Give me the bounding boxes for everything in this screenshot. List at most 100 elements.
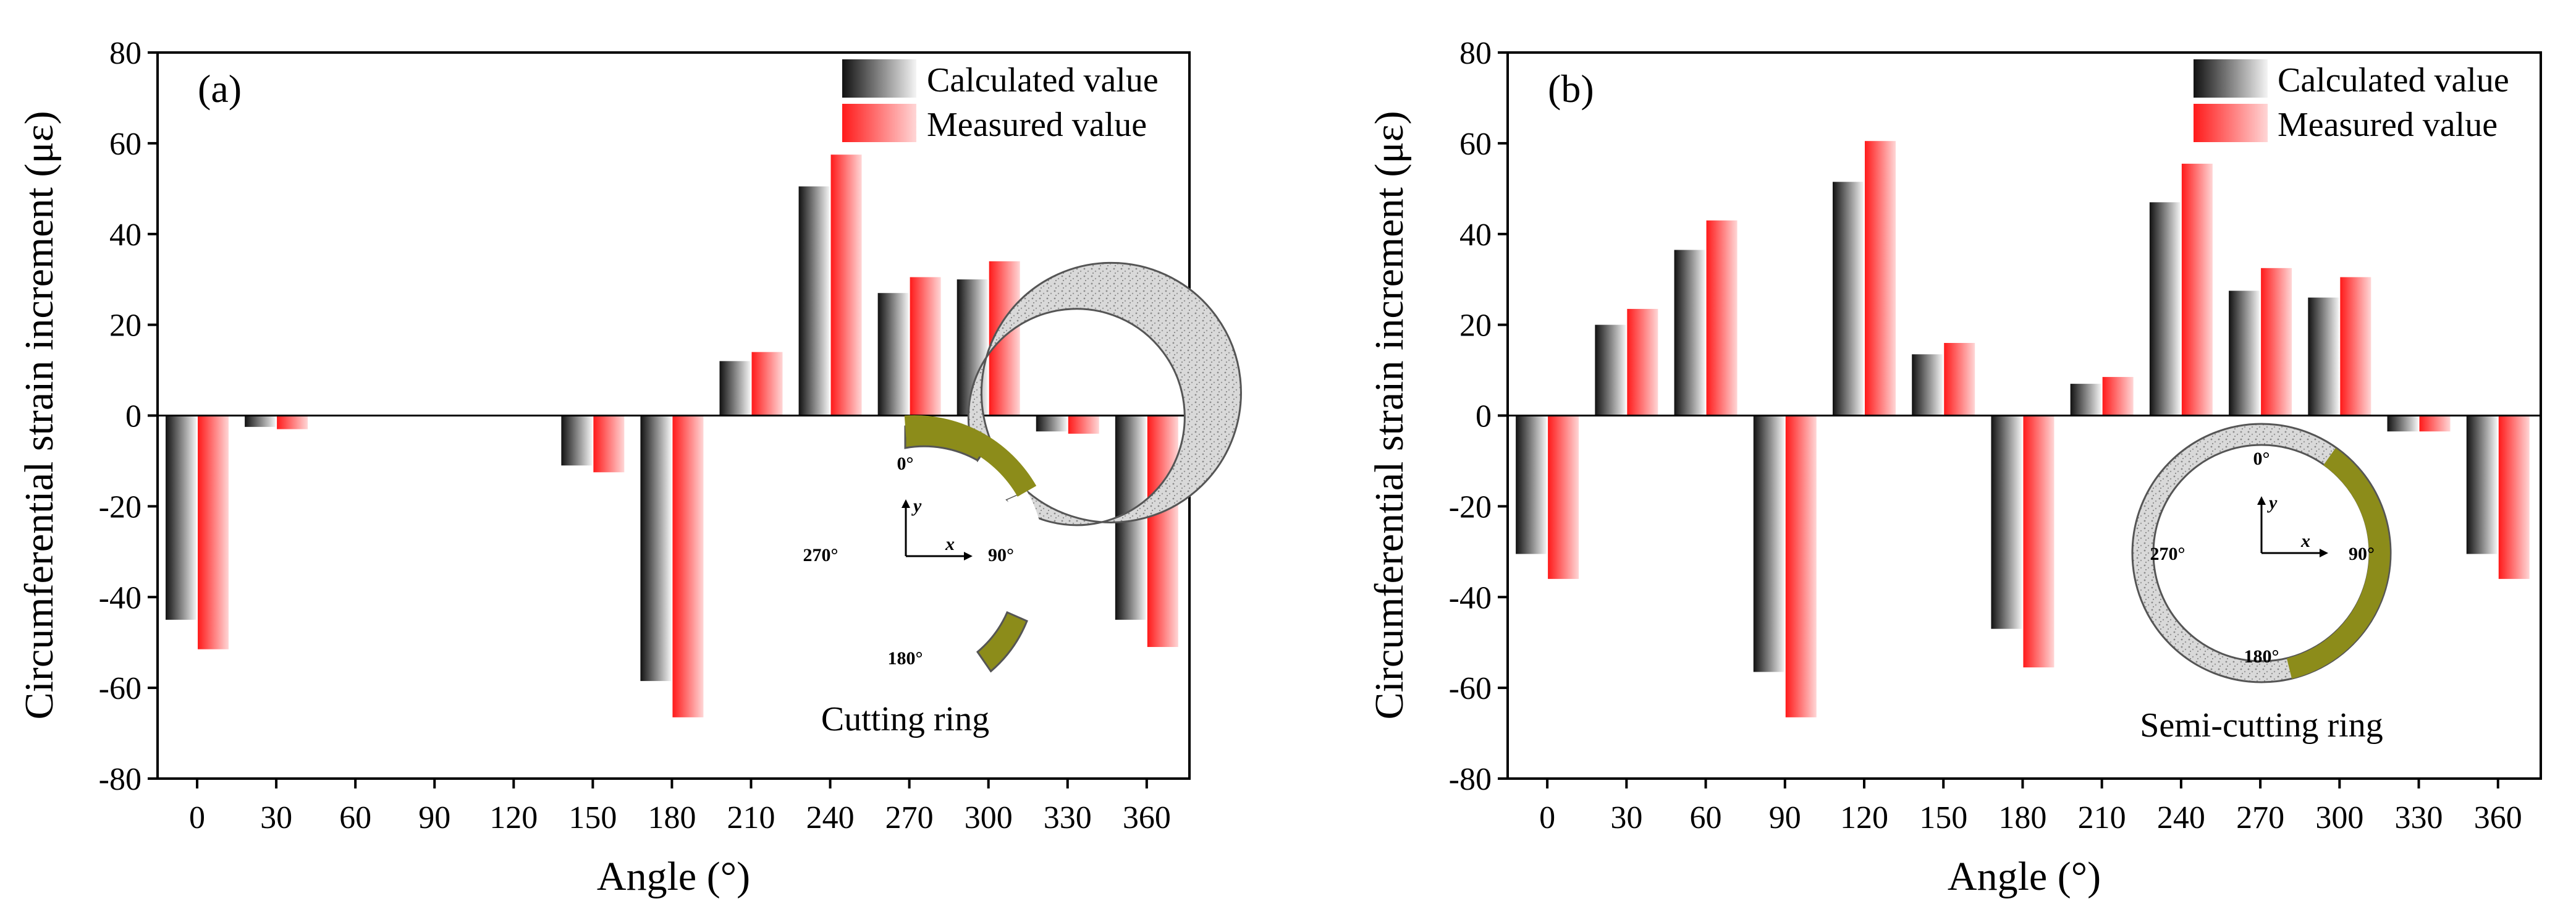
- inset-semi-cutting-ring: x y 0° 90° 180° 270° Semi-cutting ring: [2131, 423, 2392, 745]
- bar-measured-30: [277, 415, 308, 429]
- x-tick-label: 300: [965, 800, 1013, 835]
- x-tick-label: 270: [2236, 800, 2284, 835]
- y-tick-label: 40: [1459, 218, 1492, 253]
- y-tick-label: 20: [1459, 308, 1492, 344]
- inset-title: Cutting ring: [821, 700, 989, 738]
- bar-group: [1516, 141, 2530, 717]
- bar-calculated-210: [2070, 384, 2101, 416]
- y-tick-label: -80: [1449, 762, 1492, 797]
- y-tick-label: 80: [1459, 36, 1492, 71]
- y-ticks: -80 -60 -40 -20 0 20 40 60 80: [1449, 36, 1508, 797]
- x-tick-label: 30: [1610, 800, 1642, 835]
- x-tick-label: 240: [806, 800, 855, 835]
- chart-panel-b: -80 -60 -40 -20 0 20 40 60 80 0 30 60 90 120 150 180 21…: [1367, 36, 2542, 899]
- bar-calculated-240: [798, 186, 830, 416]
- inset-label-90: 90°: [2349, 544, 2375, 564]
- y-tick-label: 20: [109, 308, 141, 344]
- x-tick-label: 150: [1919, 800, 1967, 835]
- ring-steel-segment: [2286, 448, 2390, 679]
- bar-calculated-0: [166, 415, 197, 620]
- y-tick-label: 0: [125, 399, 141, 434]
- bar-calculated-240: [2149, 202, 2181, 416]
- ring-steel-segment-lower: [976, 611, 1028, 673]
- bar-measured-180: [2023, 415, 2054, 668]
- legend: Calculated value Measured value: [842, 59, 1159, 144]
- x-tick-label: 0: [1539, 800, 1555, 835]
- bar-calculated-210: [719, 361, 751, 416]
- y-tick-label: -40: [1449, 580, 1492, 615]
- inset-label-180: 180°: [2244, 646, 2279, 667]
- y-ticks: -80 -60 -40 -20 0 20 40 60 80: [99, 36, 158, 797]
- bar-calculated-30: [1595, 324, 1626, 416]
- bar-measured-360: [1147, 415, 1178, 648]
- bar-calculated-120: [1832, 182, 1864, 416]
- bar-measured-150: [593, 415, 625, 473]
- bar-calculated-60: [1674, 250, 1705, 416]
- y-tick-label: -20: [1449, 489, 1492, 525]
- inset-label-180: 180°: [888, 648, 923, 669]
- bar-measured-270: [2261, 268, 2292, 416]
- x-tick-label: 60: [339, 800, 371, 835]
- x-tick-label: 180: [648, 800, 696, 835]
- y-tick-label: -40: [99, 580, 141, 615]
- bar-calculated-150: [561, 415, 593, 466]
- x-tick-label: 210: [2078, 800, 2126, 835]
- x-tick-label: 120: [489, 800, 538, 835]
- legend-swatch-calculated: [842, 59, 916, 98]
- y-tick-label: 80: [109, 36, 141, 71]
- inset-title: Semi-cutting ring: [2140, 706, 2383, 745]
- inset-label-270: 270°: [803, 545, 838, 565]
- x-tick-label: 120: [1840, 800, 1888, 835]
- legend-swatch-measured: [842, 104, 916, 142]
- y-tick-label: 60: [109, 127, 141, 162]
- legend-swatch-measured: [2194, 104, 2268, 142]
- bar-calculated-150: [1912, 354, 1943, 416]
- legend: Calculated value Measured value: [2194, 59, 2509, 144]
- x-tick-label: 240: [2157, 800, 2205, 835]
- legend-label-calculated: Calculated value: [927, 61, 1159, 99]
- bar-measured-180: [672, 415, 704, 717]
- bar-measured-90: [1785, 415, 1817, 717]
- bar-calculated-0: [1516, 415, 1547, 554]
- bar-calculated-90: [1753, 415, 1784, 672]
- bar-calculated-180: [640, 415, 672, 682]
- y-tick-label: -60: [1449, 671, 1492, 706]
- bar-measured-330: [1068, 415, 1099, 434]
- y-tick-label: 40: [109, 218, 141, 253]
- bar-calculated-360: [2466, 415, 2498, 554]
- bar-measured-60: [1706, 220, 1738, 416]
- bar-calculated-330: [1036, 415, 1067, 432]
- x-ticks: 0 30 60 90 120 150 180 210 240 270 300 330 360: [189, 779, 1171, 835]
- x-tick-label: 30: [260, 800, 292, 835]
- bar-measured-0: [198, 415, 229, 649]
- x-tick-label: 300: [2315, 800, 2363, 835]
- ring-cut-gap: [1007, 491, 1045, 621]
- inset-y-arrow: [902, 499, 910, 508]
- bar-measured-270: [910, 277, 941, 416]
- bar-group: [166, 154, 1178, 717]
- bar-measured-360: [2498, 415, 2530, 579]
- ring-steel-arc: [904, 415, 1037, 497]
- bar-calculated-330: [2387, 415, 2418, 432]
- legend-label-measured: Measured value: [927, 106, 1147, 144]
- legend-label-calculated: Calculated value: [2278, 61, 2509, 99]
- legend-label-measured: Measured value: [2278, 106, 2498, 144]
- x-ticks: 0 30 60 90 120 150 180 210 240 270 300 330 360: [1539, 779, 2522, 835]
- inset-label-270: 270°: [2150, 544, 2185, 564]
- y-tick-label: -60: [99, 671, 141, 706]
- ring-concrete-segment: [967, 261, 1242, 526]
- inset-label-0: 0°: [897, 454, 914, 474]
- bar-measured-210: [751, 352, 783, 416]
- inset-x-label: x: [945, 534, 955, 554]
- bar-measured-120: [1864, 141, 1896, 416]
- x-axis-label: Angle (°): [1948, 854, 2101, 899]
- inset-y-arrow: [2257, 496, 2266, 505]
- y-tick-label: 60: [1459, 127, 1492, 162]
- x-tick-label: 180: [1998, 800, 2046, 835]
- legend-swatch-calculated: [2194, 59, 2268, 98]
- inset-x-arrow: [2320, 549, 2328, 557]
- bar-measured-330: [2419, 415, 2451, 432]
- x-tick-label: 90: [418, 800, 450, 835]
- bar-measured-240: [2181, 163, 2213, 416]
